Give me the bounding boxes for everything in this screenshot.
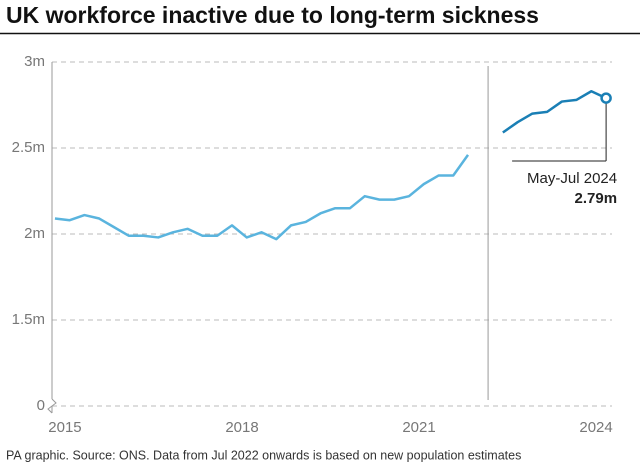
y-tick-label: 2m bbox=[24, 225, 45, 242]
series-line bbox=[502, 89, 607, 134]
axis-break bbox=[47, 398, 57, 414]
value-label: 2.79m bbox=[575, 190, 618, 207]
end-marker bbox=[600, 92, 612, 104]
y-tick-label: 0 bbox=[37, 397, 45, 414]
annotation-label: May-Jul 2024 bbox=[527, 170, 617, 187]
x-tick-label: 2018 bbox=[225, 419, 258, 436]
x-tick-label: 2024 bbox=[579, 419, 612, 436]
y-tick-label: 2.5m bbox=[12, 139, 45, 156]
x-tick-label: 2021 bbox=[402, 419, 435, 436]
x-tick-label: 2015 bbox=[48, 419, 81, 436]
y-tick-label: 3m bbox=[24, 53, 45, 70]
series-line bbox=[54, 154, 470, 241]
chart-title: UK workforce inactive due to long-term s… bbox=[6, 2, 539, 28]
y-tick-label: 1.5m bbox=[12, 311, 45, 328]
source-note: PA graphic. Source: ONS. Data from Jul 2… bbox=[6, 448, 521, 462]
